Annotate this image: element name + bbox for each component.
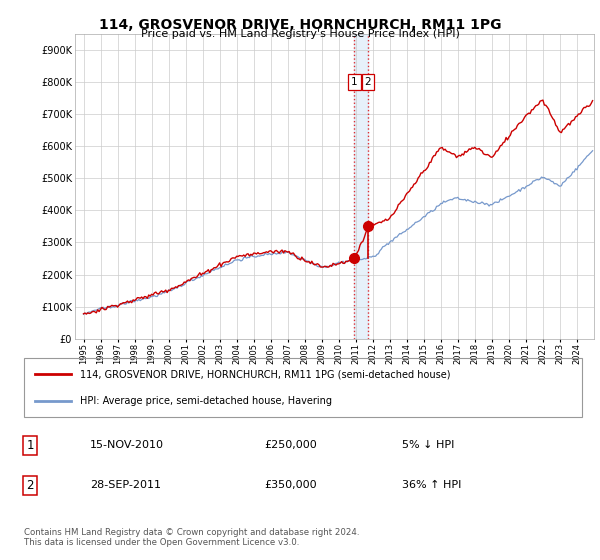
Text: 15-NOV-2010: 15-NOV-2010 xyxy=(90,440,164,450)
Bar xyxy=(354,34,368,339)
Text: 114, GROSVENOR DRIVE, HORNCHURCH, RM11 1PG: 114, GROSVENOR DRIVE, HORNCHURCH, RM11 1… xyxy=(99,18,501,32)
Text: 1: 1 xyxy=(351,77,358,87)
Text: Contains HM Land Registry data © Crown copyright and database right 2024.
This d: Contains HM Land Registry data © Crown c… xyxy=(24,528,359,547)
Text: £250,000: £250,000 xyxy=(264,440,317,450)
Text: 2: 2 xyxy=(26,479,34,492)
Text: HPI: Average price, semi-detached house, Havering: HPI: Average price, semi-detached house,… xyxy=(80,396,332,406)
Text: Price paid vs. HM Land Registry's House Price Index (HPI): Price paid vs. HM Land Registry's House … xyxy=(140,29,460,39)
Text: £350,000: £350,000 xyxy=(264,480,317,491)
Text: 1: 1 xyxy=(26,439,34,452)
Text: 114, GROSVENOR DRIVE, HORNCHURCH, RM11 1PG (semi-detached house): 114, GROSVENOR DRIVE, HORNCHURCH, RM11 1… xyxy=(80,369,450,379)
Text: 36% ↑ HPI: 36% ↑ HPI xyxy=(402,480,461,491)
Text: 28-SEP-2011: 28-SEP-2011 xyxy=(90,480,161,491)
Text: 2: 2 xyxy=(365,77,371,87)
Text: 5% ↓ HPI: 5% ↓ HPI xyxy=(402,440,454,450)
